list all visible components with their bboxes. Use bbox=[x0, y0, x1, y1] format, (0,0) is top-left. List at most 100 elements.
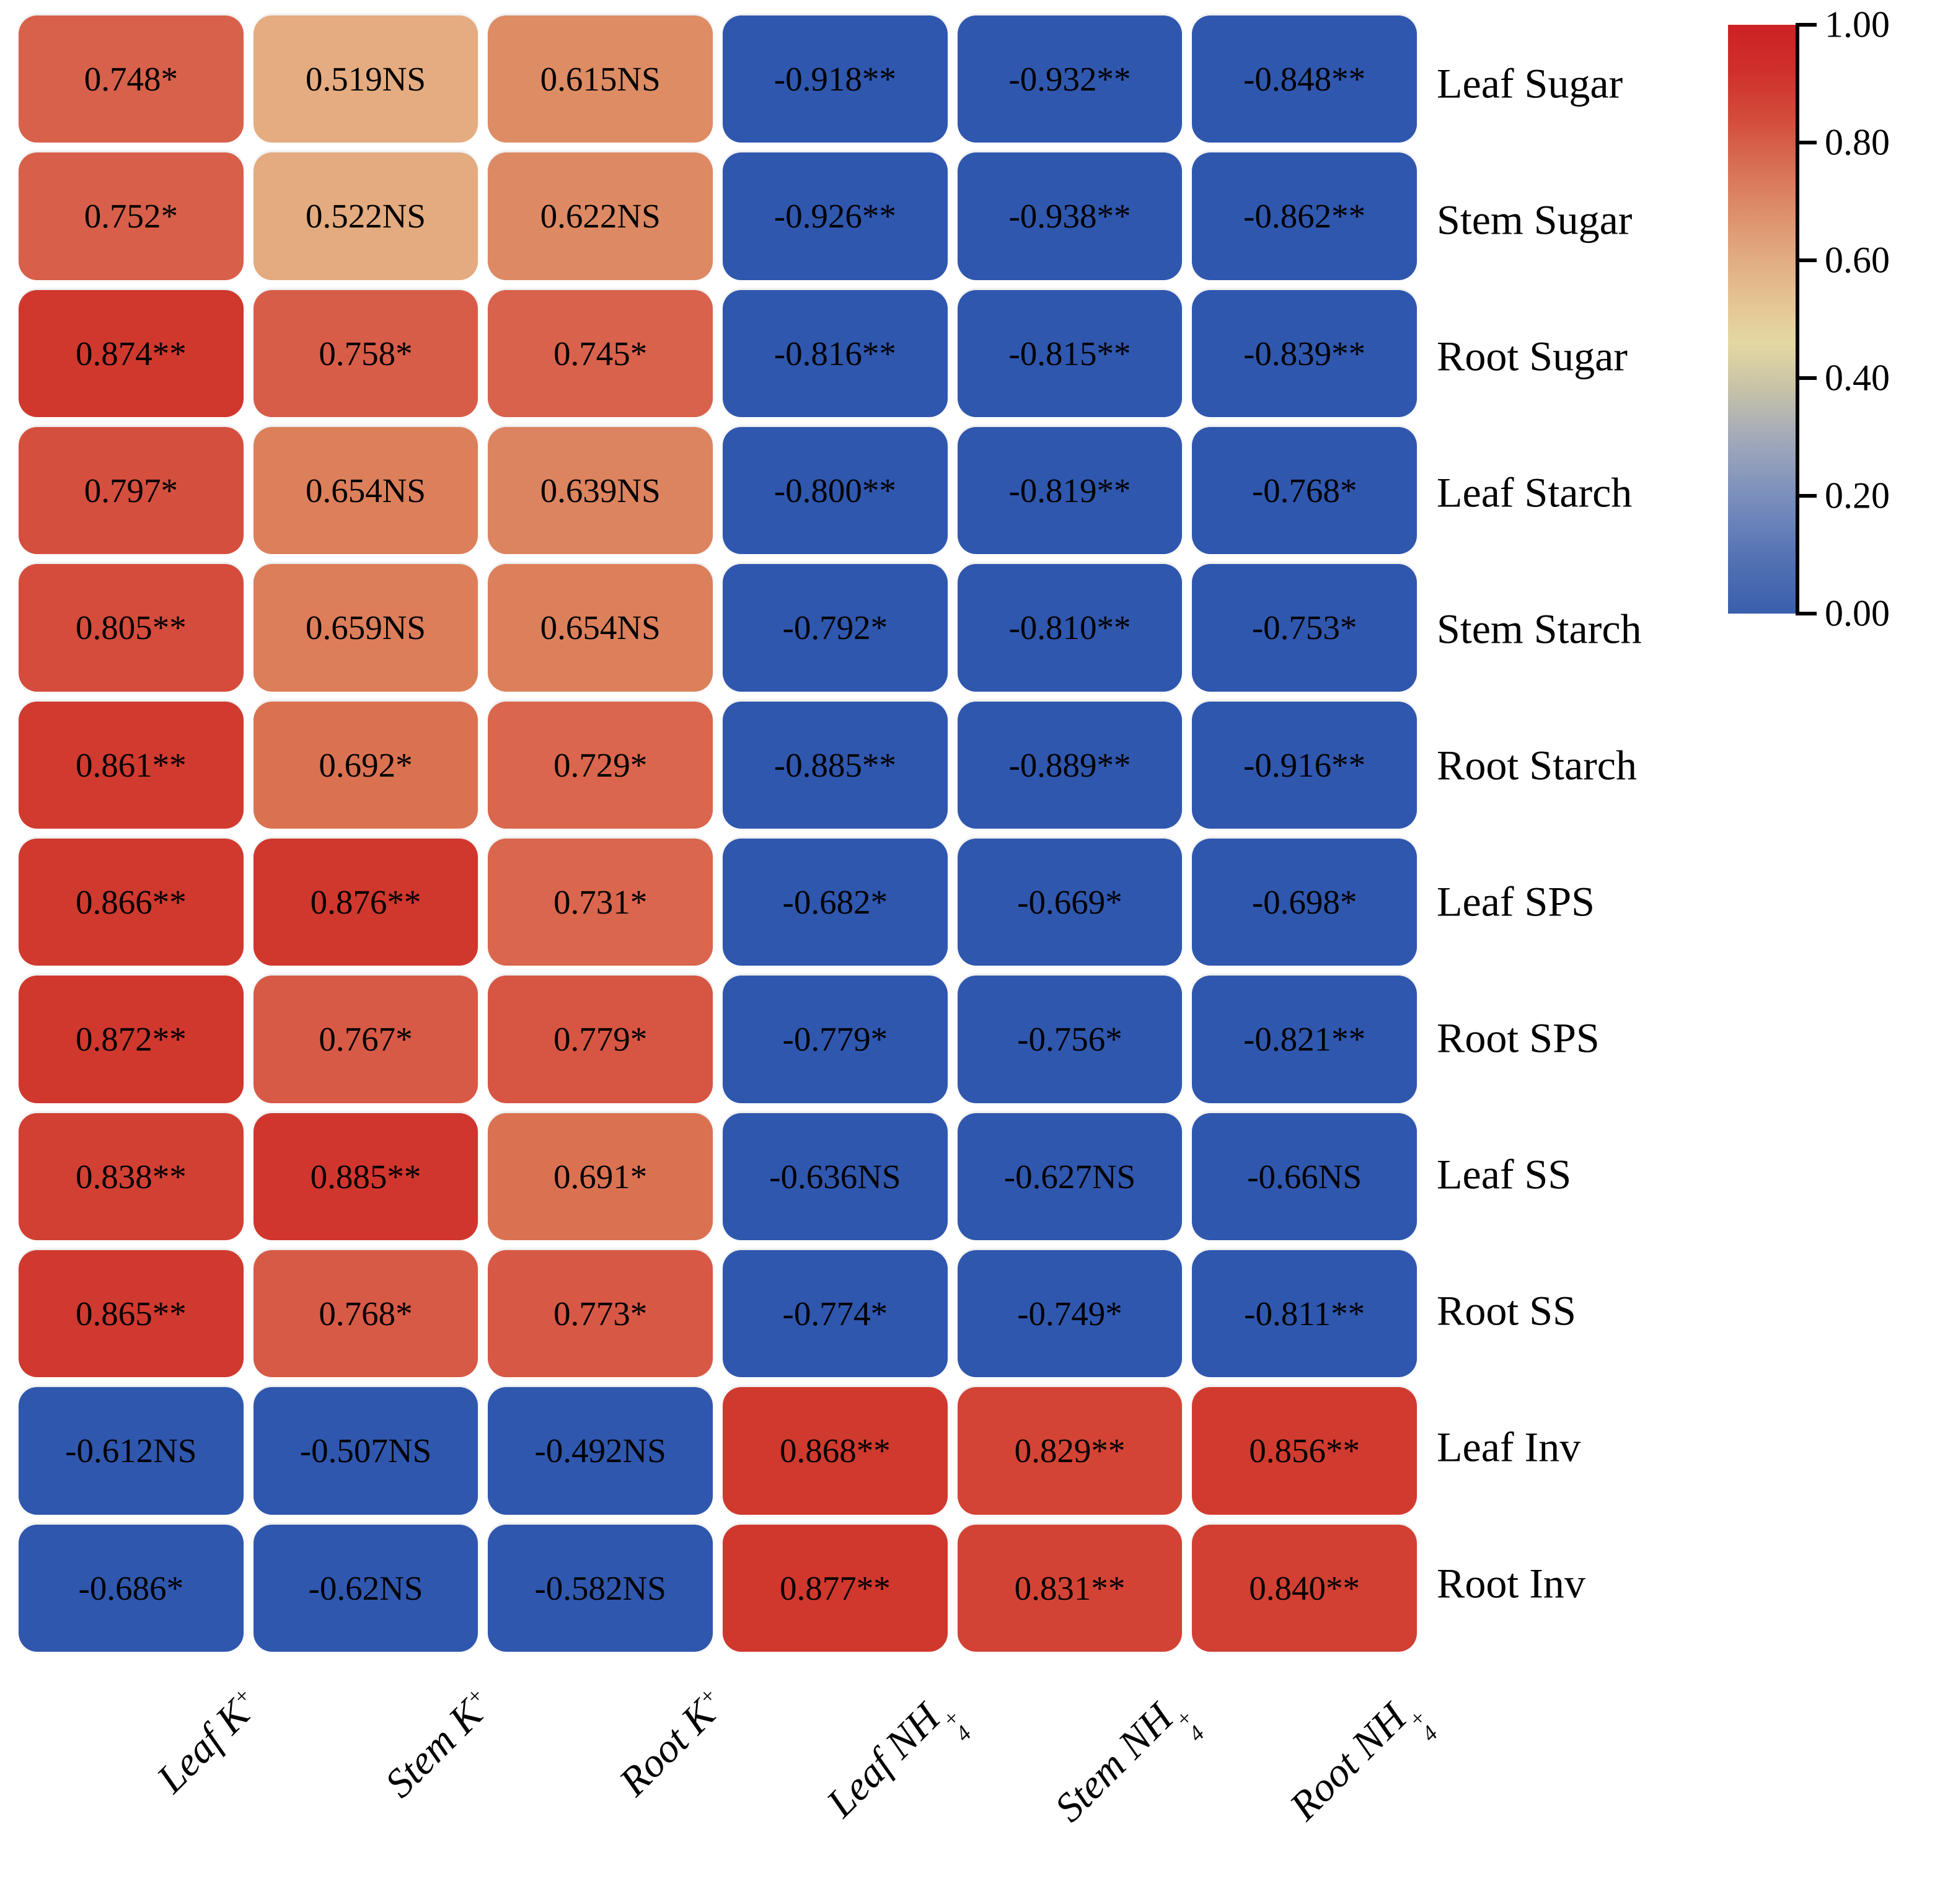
heatmap-cell: -0.768* bbox=[1192, 426, 1417, 555]
row-label: Leaf SS bbox=[1437, 1150, 1572, 1198]
row-label: Leaf Starch bbox=[1437, 469, 1633, 516]
heatmap-cell: 0.831** bbox=[957, 1524, 1183, 1652]
heatmap-cell: 0.654NS bbox=[488, 564, 713, 692]
heatmap-cell: 0.692* bbox=[253, 701, 478, 829]
heatmap-cell: 0.731* bbox=[488, 838, 713, 966]
heatmap-cell: 0.519NS bbox=[253, 15, 478, 143]
row-label: Root SPS bbox=[1437, 1014, 1600, 1062]
row-label: Leaf Sugar bbox=[1437, 60, 1623, 107]
heatmap-cell: -0.811** bbox=[1192, 1250, 1417, 1378]
row-label: Stem Sugar bbox=[1437, 196, 1633, 244]
heatmap-cell: 0.522NS bbox=[253, 152, 478, 280]
heatmap-cell: 0.691* bbox=[488, 1113, 713, 1240]
heatmap-cell: -0.819** bbox=[957, 426, 1183, 555]
heatmap-cell: -0.810** bbox=[957, 564, 1183, 692]
heatmap-cell: -0.753* bbox=[1192, 564, 1417, 692]
heatmap-cell: -0.698* bbox=[1192, 838, 1417, 966]
heatmap-cell: 0.797* bbox=[19, 426, 244, 555]
heatmap-cell: 0.622NS bbox=[488, 152, 713, 280]
x-axis-label-text: Root NH bbox=[1281, 1695, 1415, 1829]
heatmap-cell: -0.62NS bbox=[253, 1524, 478, 1652]
x-axis-label-text: Stem NH bbox=[1046, 1695, 1182, 1831]
heatmap-cell: 0.865** bbox=[19, 1250, 244, 1378]
heatmap-cell: 0.829** bbox=[957, 1387, 1183, 1515]
x-axis-label: Stem NH +4 bbox=[1046, 1684, 1210, 1848]
row-label: Leaf Inv bbox=[1437, 1423, 1581, 1471]
heatmap-cell: -0.582NS bbox=[488, 1524, 713, 1652]
heatmap-grid: 0.748* 0.519NS 0.615NS -0.918** -0.932** -0.8… bbox=[19, 15, 1417, 1652]
heatmap-cell: -0.885** bbox=[722, 701, 948, 829]
colorbar-tick-label: 0.60 bbox=[1825, 239, 1890, 281]
heatmap-cell: -0.66NS bbox=[1192, 1113, 1417, 1240]
x-axis-label-text: Stem K bbox=[376, 1691, 492, 1807]
heatmap-cell: -0.749* bbox=[957, 1250, 1183, 1378]
row-label: Root Starch bbox=[1437, 741, 1637, 789]
x-axis-label: Stem K+ bbox=[376, 1680, 503, 1807]
heatmap-cell: 0.729* bbox=[488, 701, 713, 829]
heatmap-cell: -0.821** bbox=[1192, 976, 1417, 1103]
heatmap-cell: -0.756* bbox=[957, 976, 1183, 1103]
heatmap-cell: -0.926** bbox=[722, 152, 948, 280]
heatmap-cell: -0.636NS bbox=[722, 1113, 948, 1240]
colorbar-tick-label: 0.80 bbox=[1825, 121, 1890, 163]
row-label: Root Sugar bbox=[1437, 332, 1628, 380]
colorbar-tick-mark bbox=[1799, 612, 1817, 615]
colorbar-tick-mark bbox=[1799, 376, 1817, 380]
heatmap-cell: 0.885** bbox=[253, 1113, 478, 1240]
heatmap-cell: -0.774* bbox=[722, 1250, 948, 1378]
heatmap-cell: 0.615NS bbox=[488, 15, 713, 143]
heatmap-cell: 0.874** bbox=[19, 289, 244, 417]
heatmap-cell: 0.805** bbox=[19, 564, 244, 692]
heatmap-cell: 0.866** bbox=[19, 838, 244, 966]
row-label: Root SS bbox=[1437, 1287, 1576, 1334]
heatmap-cell: -0.492NS bbox=[488, 1387, 713, 1515]
heatmap-cell: -0.916** bbox=[1192, 701, 1417, 829]
heatmap-cell: -0.792* bbox=[722, 564, 948, 692]
colorbar-tick-label: 0.40 bbox=[1825, 357, 1890, 399]
heatmap-cell: -0.932** bbox=[957, 15, 1183, 143]
colorbar-tick-mark bbox=[1799, 141, 1817, 144]
heatmap-cell: 0.838** bbox=[19, 1113, 244, 1240]
heatmap-cell: 0.659NS bbox=[253, 564, 478, 692]
x-axis-label-text: Root K bbox=[611, 1691, 725, 1805]
heatmap-cell: 0.745* bbox=[488, 289, 713, 417]
x-axis-label: Leaf K+ bbox=[148, 1680, 270, 1802]
heatmap-cell: -0.839** bbox=[1192, 289, 1417, 417]
heatmap-cell: 0.779* bbox=[488, 976, 713, 1103]
colorbar-gradient bbox=[1728, 25, 1797, 614]
heatmap-cell: 0.840** bbox=[1192, 1524, 1417, 1652]
heatmap-cell: 0.872** bbox=[19, 976, 244, 1103]
colorbar-tick-label: 0.00 bbox=[1825, 593, 1890, 634]
row-label: Leaf SPS bbox=[1437, 878, 1595, 925]
heatmap-cell: 0.768* bbox=[253, 1250, 478, 1378]
heatmap-cell: 0.856** bbox=[1192, 1387, 1417, 1515]
heatmap-cell: 0.752* bbox=[19, 152, 244, 280]
colorbar-tick-label: 0.20 bbox=[1825, 475, 1890, 516]
x-axis-label: Root NH +4 bbox=[1281, 1684, 1443, 1846]
heatmap-cell: -0.815** bbox=[957, 289, 1183, 417]
heatmap-cell: -0.800** bbox=[722, 426, 948, 555]
heatmap-cell: -0.862** bbox=[1192, 152, 1417, 280]
y-axis-row-labels: Leaf Sugar Stem Sugar Root Sugar Leaf Starc… bbox=[1437, 15, 1920, 1652]
heatmap-cell: 0.639NS bbox=[488, 426, 713, 555]
heatmap-cell: -0.686* bbox=[19, 1524, 244, 1652]
heatmap-cell: 0.773* bbox=[488, 1250, 713, 1378]
colorbar-tick-label: 1.00 bbox=[1825, 4, 1890, 45]
heatmap-cell: 0.758* bbox=[253, 289, 478, 417]
colorbar-spine bbox=[1796, 23, 1799, 615]
heatmap-cell: -0.627NS bbox=[957, 1113, 1183, 1240]
row-label: Root Inv bbox=[1437, 1559, 1585, 1607]
heatmap-cell: -0.889** bbox=[957, 701, 1183, 829]
heatmap-cell: 0.861** bbox=[19, 701, 244, 829]
heatmap-cell: 0.767* bbox=[253, 976, 478, 1103]
heatmap-cell: 0.876** bbox=[253, 838, 478, 966]
heatmap-cell: -0.682* bbox=[722, 838, 948, 966]
x-axis-label: Leaf NH +4 bbox=[818, 1684, 977, 1843]
heatmap-cell: -0.938** bbox=[957, 152, 1183, 280]
x-axis-column-labels: Leaf K+ Stem K+ Root K+ Leaf NH +4 Stem NH +4 R… bbox=[0, 1667, 1940, 1903]
x-axis-label: Root K+ bbox=[611, 1680, 736, 1805]
heatmap-cell: -0.918** bbox=[722, 15, 948, 143]
x-axis-label-text: Leaf K bbox=[148, 1691, 258, 1802]
colorbar-tick-mark bbox=[1799, 23, 1817, 27]
